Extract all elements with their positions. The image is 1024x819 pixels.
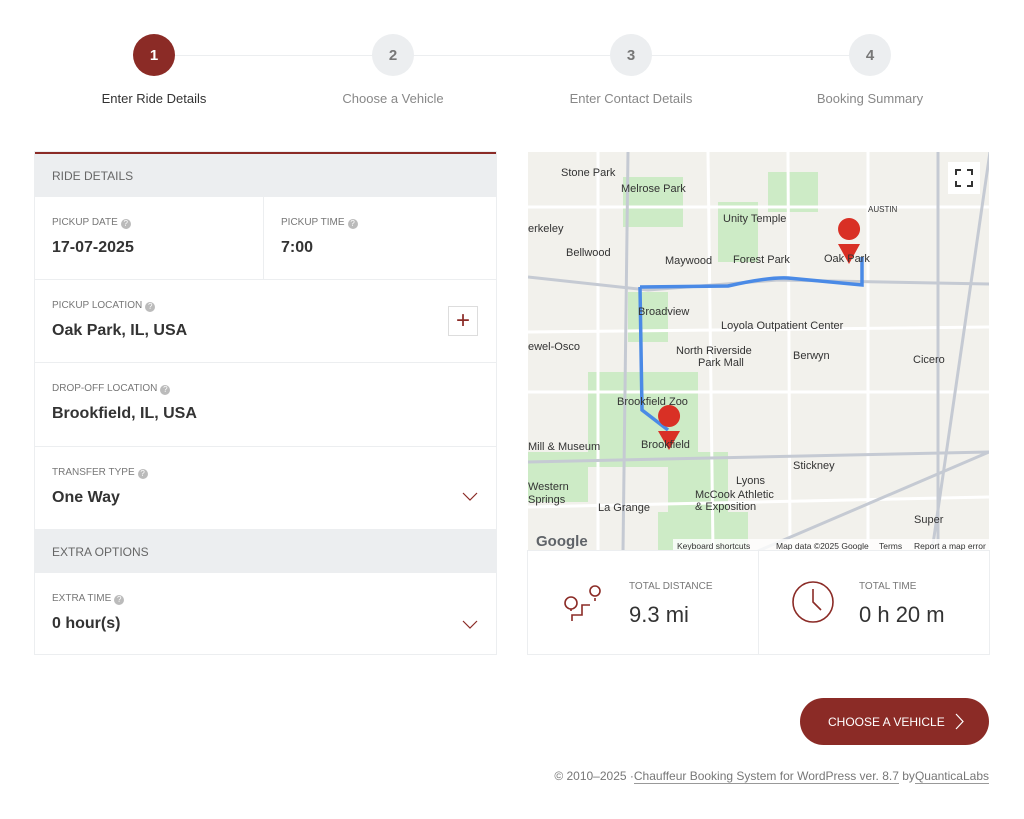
map-label: Brookfield Zoo	[617, 396, 688, 408]
value: 17-07-2025	[52, 239, 134, 256]
map-label: Cicero	[913, 354, 945, 366]
value: Brookfield, IL, USA	[52, 405, 197, 422]
map-label: ewel-Osco	[528, 341, 580, 353]
map-attribution[interactable]: Report a map error	[914, 541, 986, 551]
step-number[interactable]: 2	[372, 34, 414, 76]
map-attribution[interactable]: Map data ©2025 Google	[776, 541, 869, 551]
button-label: CHOOSE A VEHICLE	[828, 714, 945, 729]
add-waypoint-button[interactable]: +	[448, 306, 478, 336]
map-label: McCook Athletic	[695, 489, 774, 501]
stats: TOTAL DISTANCE 9.3 mi TOTAL TIME 0 h 20 …	[528, 551, 989, 654]
label: TRANSFER TYPE	[52, 467, 135, 478]
footer: © 2010–2025 ·Chauffeur Booking System fo…	[554, 769, 989, 784]
next-button[interactable]: CHOOSE A VEHICLE	[800, 698, 989, 745]
step-label: Choose a Vehicle	[342, 91, 444, 106]
chevron	[462, 492, 478, 501]
distance-icon	[564, 585, 601, 621]
help-icon: ?	[347, 219, 358, 229]
map-label: Springs	[528, 494, 566, 506]
map-label: Unity Temple	[723, 213, 786, 225]
step-label: Booking Summary	[816, 91, 924, 106]
map-attribution[interactable]: Keyboard shortcuts	[677, 541, 750, 551]
map-label: La Grange	[598, 502, 650, 514]
value: Oak Park, IL, USA	[52, 322, 188, 339]
select[interactable]: TRANSFER TYPE? One Way	[35, 447, 496, 530]
step-line	[154, 55, 870, 56]
map-label: Loyola Outpatient Center	[721, 320, 844, 332]
map-label: Lyons	[736, 475, 765, 487]
field[interactable]: PICKUP TIME? 7:00	[264, 197, 496, 280]
map[interactable]: Stone Park Melrose Park Unity Temple erkele…	[528, 152, 989, 551]
map-label: Stone Park	[561, 167, 616, 179]
select[interactable]: EXTRA TIME? 0 hour(s)	[35, 573, 496, 656]
footer-link[interactable]: Chauffeur Booking System for WordPress v…	[633, 769, 899, 784]
map-label: Super	[914, 514, 944, 526]
map-label: AUSTIN	[868, 205, 898, 214]
step-label: Enter Ride Details	[101, 91, 207, 106]
chevron	[462, 620, 478, 629]
time-icon	[792, 581, 834, 623]
footer-link[interactable]: QuanticaLabs	[914, 769, 989, 784]
map-label: Bellwood	[566, 247, 611, 259]
help-icon: ?	[114, 595, 125, 605]
help-icon: ?	[120, 219, 131, 229]
section-header: EXTRA OPTIONS	[35, 530, 496, 573]
label: PICKUP TIME	[281, 217, 345, 228]
map-label: Forest Park	[733, 254, 790, 266]
value: 0 hour(s)	[52, 615, 121, 632]
map-attribution[interactable]: Terms	[879, 541, 902, 551]
field[interactable]: PICKUP LOCATION? Oak Park, IL, USA +	[35, 280, 496, 363]
map-label: Western	[528, 481, 569, 493]
label: EXTRA TIME	[52, 593, 112, 604]
fullscreen-button[interactable]	[948, 162, 980, 194]
map-label: Stickney	[793, 460, 835, 472]
map-label: & Exposition	[695, 501, 756, 513]
footer-text: by	[902, 769, 915, 783]
map-label: Melrose Park	[621, 183, 686, 195]
field[interactable]: DROP-OFF LOCATION? Brookfield, IL, USA	[35, 363, 496, 447]
ride-panel: RIDE DETAILS PICKUP DATE? 17-07-2025 PICK…	[35, 152, 496, 654]
value: One Way	[52, 489, 120, 506]
step-number[interactable]: 3	[610, 34, 652, 76]
label: DROP-OFF LOCATION	[52, 383, 158, 394]
map-label: Brookfield	[641, 439, 690, 451]
help-icon: ?	[137, 469, 148, 479]
stat-value: 9.3 mi	[629, 602, 689, 627]
map-label: Maywood	[665, 255, 712, 267]
map-label: Broadview	[638, 306, 689, 318]
help-icon: ?	[145, 302, 156, 312]
map-label: Mill & Museum	[528, 441, 600, 453]
map-label: Oak Park	[824, 253, 870, 265]
stat-value: 0 h 20 m	[859, 602, 945, 627]
footer-text: © 2010–2025 ·	[554, 769, 634, 783]
step-number[interactable]: 4	[849, 34, 891, 76]
value: 7:00	[281, 239, 314, 256]
stat-label: TOTAL TIME	[859, 581, 917, 592]
map-label: erkeley	[528, 223, 564, 235]
stat-label: TOTAL DISTANCE	[629, 581, 713, 592]
map-label: Berwyn	[793, 350, 830, 362]
section-header: RIDE DETAILS	[35, 154, 496, 197]
label: PICKUP LOCATION	[52, 300, 143, 311]
map-logo: Google	[536, 533, 588, 550]
help-icon: ?	[160, 385, 171, 395]
step-number[interactable]: 1	[133, 34, 175, 76]
map-label: North Riverside	[676, 345, 752, 357]
step-label: Enter Contact Details	[569, 91, 693, 106]
label: PICKUP DATE	[52, 217, 118, 228]
map-label: Park Mall	[698, 357, 744, 369]
field[interactable]: PICKUP DATE? 17-07-2025	[35, 197, 264, 280]
